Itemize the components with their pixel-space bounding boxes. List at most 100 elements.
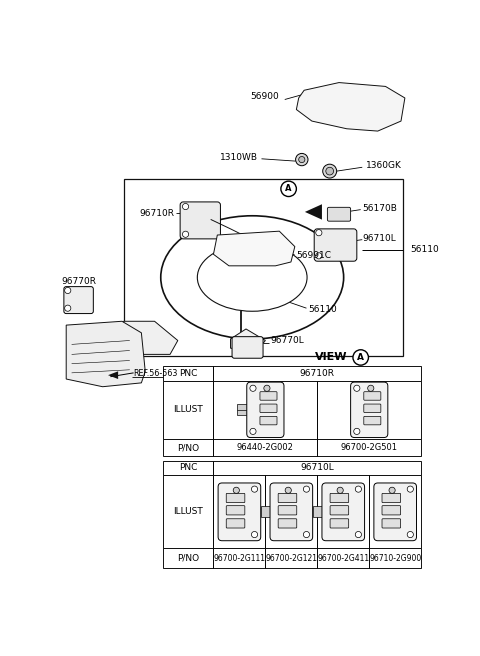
Circle shape xyxy=(252,531,258,538)
Circle shape xyxy=(354,428,360,434)
Text: PNC: PNC xyxy=(179,369,197,378)
Bar xyxy=(324,233,348,241)
Circle shape xyxy=(250,385,256,392)
Bar xyxy=(312,506,322,517)
FancyBboxPatch shape xyxy=(270,483,312,541)
Circle shape xyxy=(355,486,361,492)
Bar xyxy=(238,405,247,415)
Circle shape xyxy=(65,305,71,311)
Text: 56170B: 56170B xyxy=(362,203,397,213)
Circle shape xyxy=(368,385,374,392)
Circle shape xyxy=(407,486,413,492)
Text: 96710-2G900: 96710-2G900 xyxy=(369,554,421,563)
FancyBboxPatch shape xyxy=(382,506,401,515)
Circle shape xyxy=(407,531,413,538)
Text: REF.56-563: REF.56-563 xyxy=(133,369,178,378)
FancyBboxPatch shape xyxy=(364,404,381,413)
FancyBboxPatch shape xyxy=(260,417,277,425)
Circle shape xyxy=(281,181,296,197)
Circle shape xyxy=(285,487,291,493)
Bar xyxy=(261,506,270,517)
Circle shape xyxy=(182,231,189,237)
Circle shape xyxy=(182,203,189,210)
Text: PNC: PNC xyxy=(179,463,197,472)
Text: A: A xyxy=(286,184,292,194)
FancyBboxPatch shape xyxy=(364,417,381,425)
FancyBboxPatch shape xyxy=(260,392,277,400)
FancyBboxPatch shape xyxy=(314,229,357,261)
FancyBboxPatch shape xyxy=(260,404,277,413)
Ellipse shape xyxy=(197,243,307,311)
FancyBboxPatch shape xyxy=(278,519,297,528)
Text: VIEW: VIEW xyxy=(315,352,348,363)
Circle shape xyxy=(337,487,343,493)
Circle shape xyxy=(233,487,240,493)
Circle shape xyxy=(299,157,305,163)
Bar xyxy=(190,218,213,228)
FancyBboxPatch shape xyxy=(278,506,297,515)
FancyBboxPatch shape xyxy=(232,337,263,358)
Bar xyxy=(163,380,421,439)
Circle shape xyxy=(303,486,310,492)
Polygon shape xyxy=(296,83,405,131)
Circle shape xyxy=(264,385,270,392)
Circle shape xyxy=(323,164,336,178)
Text: 56900: 56900 xyxy=(250,92,279,101)
Bar xyxy=(190,207,213,216)
Polygon shape xyxy=(230,329,265,350)
Bar xyxy=(123,179,403,356)
FancyBboxPatch shape xyxy=(226,493,245,502)
Circle shape xyxy=(316,230,322,236)
Text: 96710L: 96710L xyxy=(362,234,396,243)
FancyBboxPatch shape xyxy=(278,493,297,502)
Circle shape xyxy=(355,531,361,538)
Text: 1310WB: 1310WB xyxy=(220,153,258,162)
Polygon shape xyxy=(123,321,178,354)
FancyBboxPatch shape xyxy=(330,519,348,528)
Text: 96710R: 96710R xyxy=(300,369,335,378)
Circle shape xyxy=(252,486,258,492)
Bar xyxy=(163,475,421,548)
Text: 96700-2G111: 96700-2G111 xyxy=(214,554,265,563)
Text: ILLUST: ILLUST xyxy=(173,507,203,516)
FancyBboxPatch shape xyxy=(382,519,401,528)
FancyBboxPatch shape xyxy=(364,392,381,400)
Ellipse shape xyxy=(161,216,344,339)
FancyBboxPatch shape xyxy=(350,382,388,438)
FancyBboxPatch shape xyxy=(218,483,261,541)
FancyBboxPatch shape xyxy=(382,493,401,502)
Bar xyxy=(213,215,219,224)
Circle shape xyxy=(303,531,310,538)
Text: 96710R: 96710R xyxy=(140,209,175,218)
FancyBboxPatch shape xyxy=(322,483,365,541)
Text: P/NO: P/NO xyxy=(177,443,199,452)
Circle shape xyxy=(354,385,360,392)
Text: 96770L: 96770L xyxy=(271,336,304,345)
Bar xyxy=(324,243,348,251)
Text: 56991C: 56991C xyxy=(296,251,331,260)
Circle shape xyxy=(271,253,280,262)
Text: 1360GK: 1360GK xyxy=(366,161,402,170)
Bar xyxy=(163,461,421,475)
Circle shape xyxy=(326,167,334,175)
Polygon shape xyxy=(108,371,118,379)
Circle shape xyxy=(280,251,288,258)
FancyBboxPatch shape xyxy=(64,287,93,314)
Text: 96700-2G501: 96700-2G501 xyxy=(341,443,398,452)
Bar xyxy=(163,439,421,456)
Polygon shape xyxy=(305,204,322,220)
Circle shape xyxy=(353,350,369,365)
FancyBboxPatch shape xyxy=(247,382,284,438)
Bar xyxy=(163,366,421,380)
Circle shape xyxy=(316,253,322,259)
Text: 56110: 56110 xyxy=(308,305,337,314)
Polygon shape xyxy=(66,321,145,387)
Text: A: A xyxy=(357,353,364,362)
Bar xyxy=(163,548,421,567)
FancyBboxPatch shape xyxy=(180,202,220,239)
Text: P/NO: P/NO xyxy=(177,554,199,563)
Text: 96770R: 96770R xyxy=(61,277,96,287)
Text: 56110: 56110 xyxy=(410,245,439,254)
FancyBboxPatch shape xyxy=(330,493,348,502)
Text: ILLUST: ILLUST xyxy=(173,405,203,415)
